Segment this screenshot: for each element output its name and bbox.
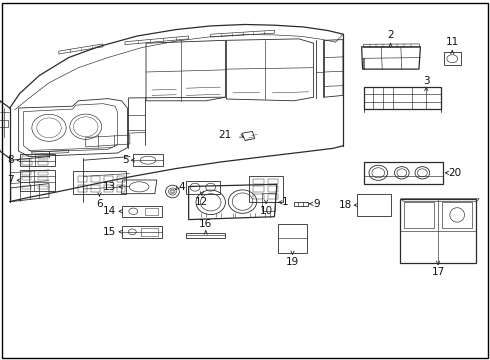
Text: 11: 11 (445, 37, 459, 47)
Text: 18: 18 (339, 200, 352, 210)
Text: 12: 12 (195, 197, 209, 207)
Text: 20: 20 (448, 168, 461, 178)
Text: 4: 4 (179, 182, 186, 192)
Text: 9: 9 (314, 199, 320, 209)
Text: 1: 1 (282, 197, 289, 207)
Text: 8: 8 (7, 155, 14, 165)
Text: 19: 19 (286, 257, 299, 267)
Text: 3: 3 (423, 76, 430, 86)
Text: 21: 21 (218, 130, 231, 140)
Text: 13: 13 (103, 182, 116, 192)
Text: 16: 16 (199, 219, 213, 229)
Text: 17: 17 (431, 267, 445, 277)
Text: 15: 15 (103, 227, 116, 237)
Text: 10: 10 (260, 206, 272, 216)
Text: 2: 2 (387, 30, 394, 40)
Text: 14: 14 (103, 206, 116, 216)
Text: 6: 6 (96, 199, 103, 209)
Text: 5: 5 (122, 155, 129, 165)
Text: 7: 7 (7, 175, 14, 185)
